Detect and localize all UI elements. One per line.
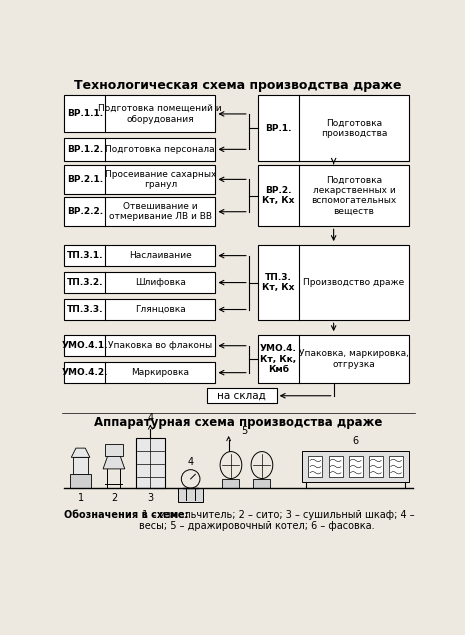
- Text: Подготовка помещений и
оборудования: Подготовка помещений и оборудования: [99, 104, 222, 124]
- Text: Глянцовка: Глянцовка: [135, 305, 186, 314]
- Bar: [64, 298, 215, 320]
- Bar: [258, 335, 409, 384]
- Text: 1 – измельчитель; 2 – сито; 3 – сушильный шкаф; 4 –
весы; 5 – дражировочный коте: 1 – измельчитель; 2 – сито; 3 – сушильны…: [139, 510, 414, 531]
- Bar: [64, 245, 215, 267]
- Text: Отвешивание и
отмеривание ЛВ и ВВ: Отвешивание и отмеривание ЛВ и ВВ: [109, 202, 212, 222]
- Polygon shape: [71, 448, 90, 457]
- Bar: [349, 456, 363, 478]
- Polygon shape: [103, 456, 125, 469]
- Text: на склад: на склад: [218, 391, 266, 401]
- Bar: [64, 164, 215, 194]
- Bar: [64, 138, 215, 161]
- Text: 2: 2: [111, 493, 117, 503]
- Bar: [222, 479, 239, 488]
- Text: ВР.2.
Кт, Кх: ВР.2. Кт, Кх: [262, 186, 295, 205]
- Bar: [308, 456, 322, 478]
- Bar: [329, 456, 343, 478]
- Text: Обозначения в схеме:: Обозначения в схеме:: [64, 510, 189, 519]
- Text: 5: 5: [241, 426, 247, 436]
- Text: 4: 4: [187, 457, 194, 467]
- Bar: [178, 488, 203, 502]
- Bar: [64, 197, 215, 226]
- Text: ТП.3.2.: ТП.3.2.: [66, 278, 103, 287]
- Text: Подготовка персонала: Подготовка персонала: [106, 145, 215, 154]
- Bar: [369, 456, 383, 478]
- Text: УМО.4.
Кт, Кк,
Кмб: УМО.4. Кт, Кк, Кмб: [260, 344, 297, 374]
- Text: Подготовка
производства: Подготовка производства: [321, 119, 387, 138]
- Text: Упаковка во флаконы: Упаковка во флаконы: [108, 341, 213, 350]
- Text: ВР.1.1.: ВР.1.1.: [66, 109, 103, 119]
- Bar: [64, 272, 215, 293]
- Text: ВР.2.1.: ВР.2.1.: [66, 175, 103, 184]
- Text: Упаковка, маркировка,
отгрузка: Упаковка, маркировка, отгрузка: [299, 349, 409, 369]
- Text: Наслаивание: Наслаивание: [129, 251, 192, 260]
- Bar: [253, 479, 271, 488]
- Bar: [302, 451, 409, 482]
- Bar: [136, 438, 165, 488]
- Text: УМО.4.1.: УМО.4.1.: [61, 341, 108, 350]
- Bar: [258, 95, 409, 161]
- Bar: [389, 456, 403, 478]
- Text: ТП.3.
Кт, Кх: ТП.3. Кт, Кх: [262, 273, 295, 292]
- Text: ТП.3.3.: ТП.3.3.: [66, 305, 103, 314]
- Bar: [64, 95, 215, 133]
- Bar: [207, 388, 277, 403]
- Bar: [258, 164, 409, 226]
- Text: Шлифовка: Шлифовка: [135, 278, 186, 287]
- Text: 1: 1: [78, 493, 84, 503]
- Text: 4: 4: [147, 413, 153, 423]
- Text: УМО.4.2.: УМО.4.2.: [61, 368, 108, 377]
- Bar: [105, 444, 123, 456]
- Bar: [70, 474, 92, 488]
- Bar: [64, 362, 215, 384]
- Text: ВР.1.2.: ВР.1.2.: [66, 145, 103, 154]
- Text: Производство драже: Производство драже: [304, 278, 405, 287]
- Text: Технологическая схема производства драже: Технологическая схема производства драже: [74, 79, 402, 92]
- Text: Просеивание сахарных
гранул: Просеивание сахарных гранул: [105, 170, 216, 189]
- Text: Аппаратурная схема производства драже: Аппаратурная схема производства драже: [94, 416, 382, 429]
- Text: Подготовка
лекарственных и
вспомогательных
веществ: Подготовка лекарственных и вспомогательн…: [312, 175, 397, 216]
- Text: Маркировка: Маркировка: [131, 368, 189, 377]
- Text: 3: 3: [147, 493, 153, 503]
- Bar: [258, 245, 409, 320]
- Bar: [64, 335, 215, 356]
- Text: ВР.1.: ВР.1.: [265, 124, 292, 133]
- Bar: [73, 457, 88, 474]
- Text: ТП.3.1.: ТП.3.1.: [66, 251, 103, 260]
- Text: ВР.2.2.: ВР.2.2.: [66, 207, 103, 217]
- Text: 6: 6: [352, 436, 359, 446]
